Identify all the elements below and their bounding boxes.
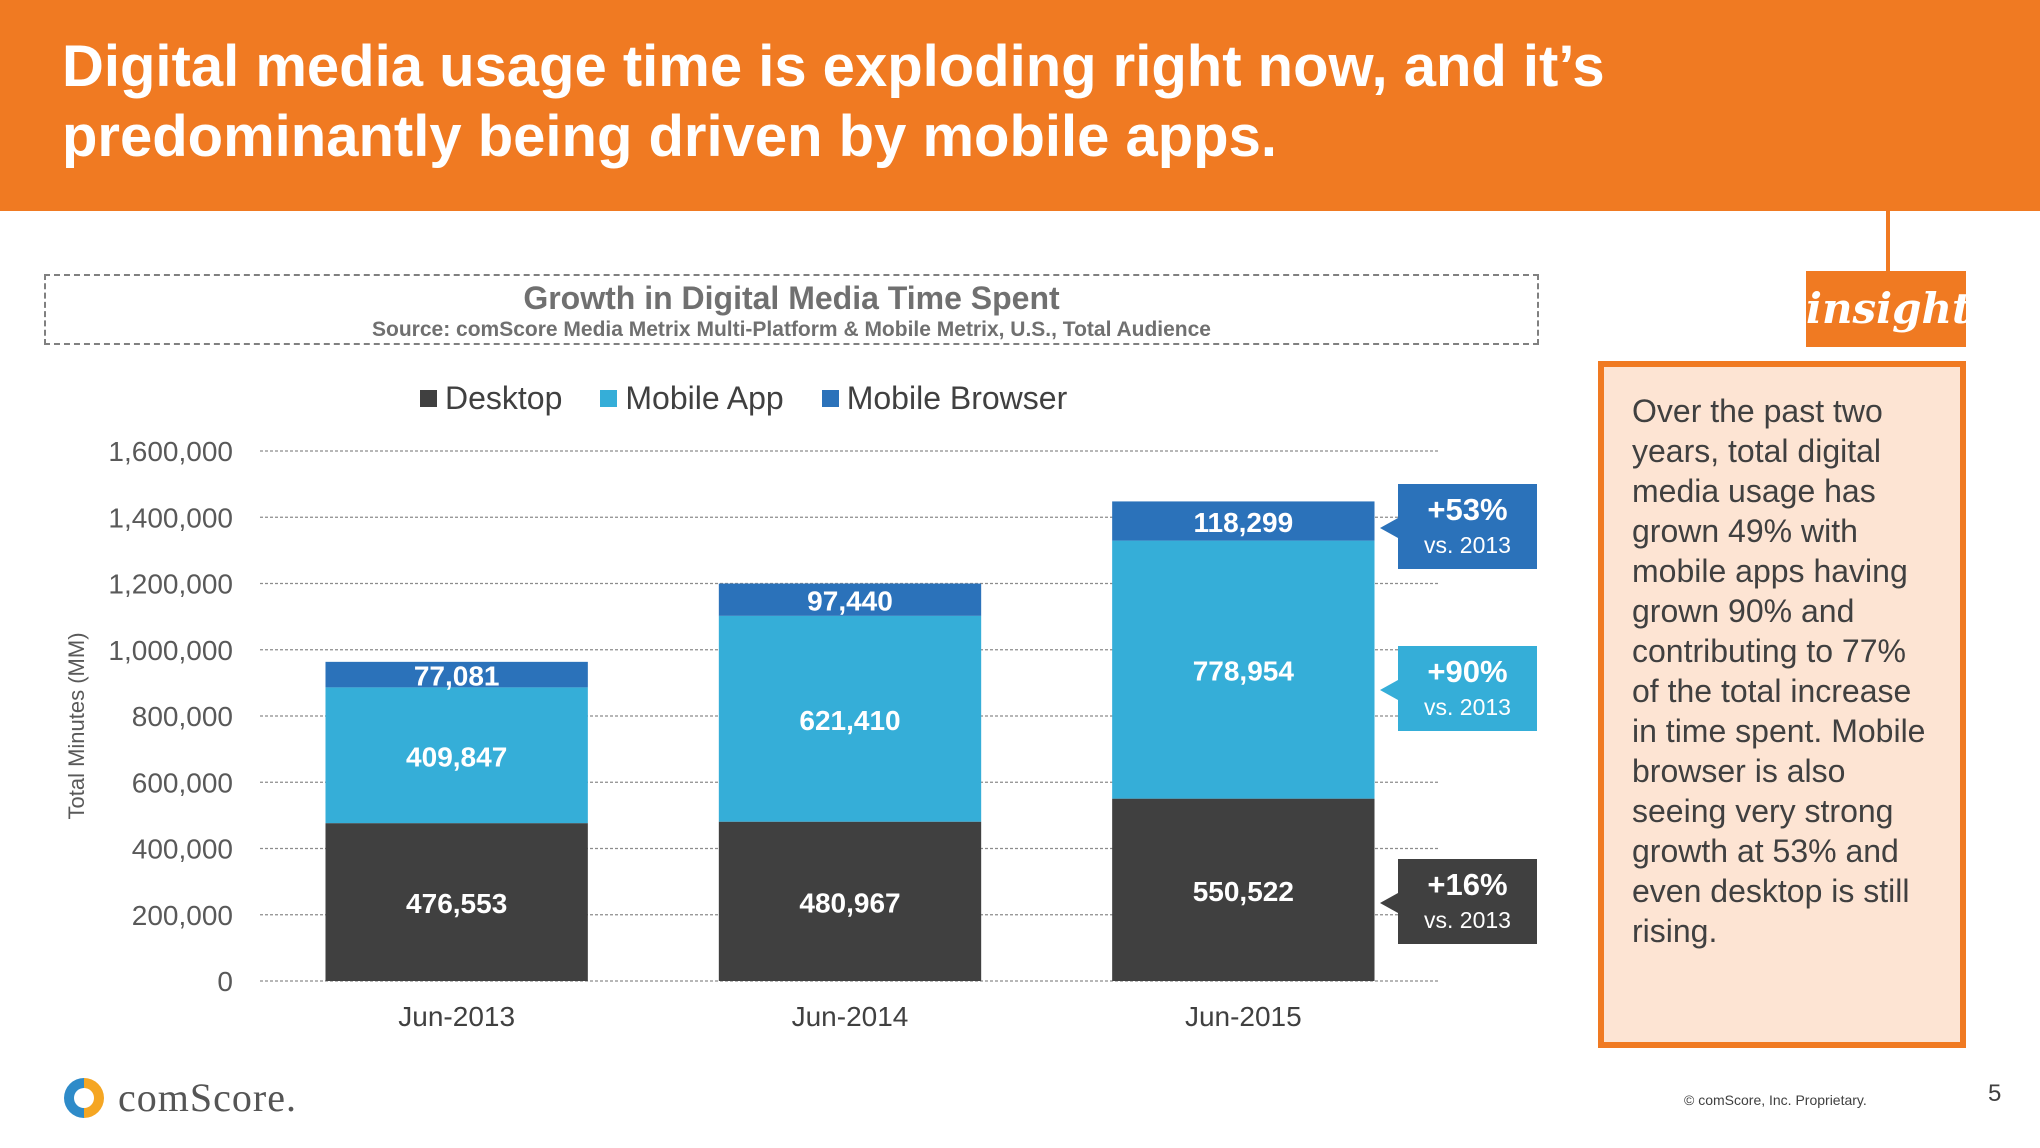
x-tick-label: Jun-2015 <box>1185 1001 1302 1032</box>
y-tick-label: 1,200,000 <box>108 569 233 600</box>
callout-mobile-app-vs: vs. 2013 <box>1424 694 1511 720</box>
y-tick-label: 600,000 <box>132 767 233 798</box>
bar-desktop <box>325 823 588 981</box>
data-label: 778,954 <box>1193 656 1295 687</box>
y-tick-label: 1,400,000 <box>108 502 233 533</box>
data-label: 77,081 <box>414 661 500 692</box>
legend-label-mobile-browser: Mobile Browser <box>846 379 1068 416</box>
legend-label-desktop: Desktop <box>445 379 563 416</box>
callout-desktop-growth: +16% vs. 2013 <box>1380 859 1537 944</box>
page-title-line-2: predominantly being driven by mobile app… <box>62 104 1277 169</box>
x-tick-label: Jun-2013 <box>398 1001 515 1032</box>
y-tick-label: 800,000 <box>132 701 233 732</box>
insight-text: Over the past two years, total digital m… <box>1632 393 1926 949</box>
legend-swatch-desktop <box>420 389 437 407</box>
chart-legend: Desktop Mobile App Mobile Browser <box>420 378 1105 418</box>
copyright-notice: © comScore, Inc. Proprietary. <box>1684 1092 1867 1108</box>
data-label: 118,299 <box>1193 507 1293 538</box>
bar-mobile-browser <box>718 583 982 616</box>
data-label: 621,410 <box>799 705 900 736</box>
bar-desktop <box>718 821 982 981</box>
bar-mobile-app <box>1112 540 1375 799</box>
legend-item-mobile-app: Mobile App <box>600 379 784 417</box>
y-tick-label: 0 <box>217 966 233 997</box>
comscore-logo-icon <box>64 1077 104 1118</box>
chart-subtitle: Source: comScore Media Metrix Multi-Plat… <box>372 318 1211 341</box>
legend-label-mobile-app: Mobile App <box>625 379 784 416</box>
bar-mobile-app <box>325 687 588 824</box>
y-tick-label: 1,600,000 <box>108 436 233 467</box>
data-label: 409,847 <box>406 741 507 772</box>
x-tick-label: Jun-2014 <box>792 1001 909 1032</box>
bar-mobile-app <box>718 615 982 822</box>
callout-mobile-browser-growth: +53% vs. 2013 <box>1380 484 1537 569</box>
comscore-logo-text: comScore. <box>118 1075 297 1120</box>
chart-title: Growth in Digital Media Time Spent <box>523 280 1060 316</box>
data-label: 476,553 <box>406 888 507 919</box>
stacked-bar-chart: 0 200,000 400,000 600,000 800,000 1,000,000 1,… <box>64 436 1440 1032</box>
page-title: Digital media usage time is exploding ri… <box>62 32 1762 172</box>
y-tick-label: 200,000 <box>132 900 233 931</box>
callout-mobile-browser-vs: vs. 2013 <box>1424 532 1511 558</box>
insight-connector-line <box>1886 211 1890 271</box>
callout-desktop-pct: +16% <box>1427 867 1508 902</box>
insight-tab: insight <box>1806 271 1971 347</box>
bar-desktop <box>1112 798 1375 981</box>
legend-swatch-mobile-browser <box>821 389 839 407</box>
callout-mobile-app-pct: +90% <box>1427 654 1508 689</box>
page-number: 5 <box>1988 1080 2002 1107</box>
callout-mobile-browser-pct: +53% <box>1427 492 1508 527</box>
comscore-logo: comScore. <box>62 1074 297 1121</box>
callout-desktop-vs: vs. 2013 <box>1424 907 1511 933</box>
bar-mobile-browser <box>1112 501 1375 541</box>
y-tick-label: 400,000 <box>132 834 233 865</box>
data-label: 97,440 <box>807 586 893 617</box>
legend-swatch-mobile-app <box>600 389 618 407</box>
callout-mobile-app-growth: +90% vs. 2013 <box>1380 646 1537 731</box>
insight-box: Over the past two years, total digital m… <box>1598 361 1966 1048</box>
y-tick-label: 1,000,000 <box>108 635 233 666</box>
legend-item-mobile-browser: Mobile Browser <box>821 379 1068 417</box>
bar-mobile-browser <box>325 661 588 688</box>
chart-title-box: Growth in Digital Media Time Spent Sourc… <box>44 274 1539 345</box>
legend-item-desktop: Desktop <box>420 380 562 417</box>
header-banner: Digital media usage time is exploding ri… <box>0 0 2040 211</box>
y-axis-label: Total Minutes (MM) <box>64 632 89 819</box>
data-label: 550,522 <box>1193 876 1294 907</box>
data-label: 480,967 <box>799 887 900 918</box>
page-title-line-1: Digital media usage time is exploding ri… <box>62 34 1605 99</box>
